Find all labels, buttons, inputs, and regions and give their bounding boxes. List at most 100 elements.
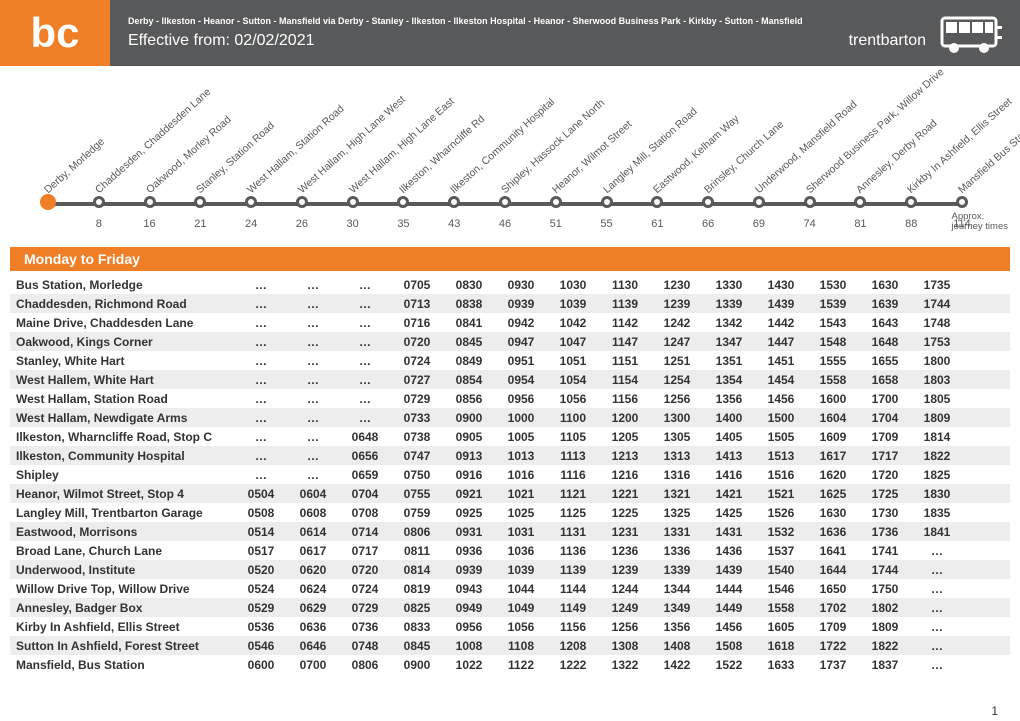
timetable-time-cell: 0949 — [443, 601, 495, 615]
timetable-time-cell: 1100 — [547, 411, 599, 425]
timetable-time-cell: 0806 — [391, 525, 443, 539]
timetable-time-cell: 1400 — [703, 411, 755, 425]
timetable-time-cell: 0916 — [443, 468, 495, 482]
timetable-time-cell: 1539 — [807, 297, 859, 311]
timetable-time-cell: 0520 — [235, 563, 287, 577]
timetable-time-cell: 1744 — [859, 563, 911, 577]
timetable-time-cell: 1720 — [859, 468, 911, 482]
timetable-time-cell: 1543 — [807, 316, 859, 330]
timetable-time-cell: 1244 — [599, 582, 651, 596]
timetable-time-cell: 1056 — [495, 620, 547, 634]
timetable-time-cell: 1005 — [495, 430, 547, 444]
timetable-time-cell: 1239 — [599, 563, 651, 577]
timetable-time-cell: 1449 — [703, 601, 755, 615]
stop-journey-time: 24 — [245, 218, 257, 230]
stop-dot — [245, 196, 257, 208]
timetable-time-cell: 0830 — [443, 278, 495, 292]
stop-label: West Hallam, Station Road — [245, 103, 347, 196]
header: bc Derby - Ilkeston - Heanor - Sutton - … — [0, 0, 1020, 66]
header-bar: Derby - Ilkeston - Heanor - Sutton - Man… — [110, 0, 1020, 66]
table-row: Ilkeston, Wharncliffe Road, Stop C……0648… — [10, 427, 1010, 446]
table-row: Underwood, Institute05200620072008140939… — [10, 560, 1010, 579]
stop-label: Langley Mill, Station Road — [601, 105, 700, 196]
timetable-time-cell: 1408 — [651, 639, 703, 653]
timetable-time-cell: 1113 — [547, 449, 599, 463]
stop-journey-time: 61 — [651, 218, 663, 230]
timetable-time-cell: 0838 — [443, 297, 495, 311]
timetable-time-cell: … — [911, 563, 963, 577]
timetable-time-cell: 1702 — [807, 601, 859, 615]
timetable-time-cell: 1722 — [807, 639, 859, 653]
timetable-time-cell: 1530 — [807, 278, 859, 292]
stop-journey-time: 21 — [194, 218, 206, 230]
timetable-time-cell: 1809 — [859, 620, 911, 634]
timetable-time-cell: 1644 — [807, 563, 859, 577]
timetable-time-cell: 1205 — [599, 430, 651, 444]
timetable-time-cell: 1139 — [599, 297, 651, 311]
timetable-time-cell: 0939 — [443, 563, 495, 577]
timetable-time-cell: 0900 — [391, 658, 443, 672]
timetable-time-cell: 1336 — [651, 544, 703, 558]
timetable-time-cell: 1254 — [651, 373, 703, 387]
timetable-time-cell: 0600 — [235, 658, 287, 672]
timetable-time-cell: 1221 — [599, 487, 651, 501]
timetable-time-cell: 0849 — [443, 354, 495, 368]
stop-dot — [702, 196, 714, 208]
timetable-time-cell: 1633 — [755, 658, 807, 672]
timetable-time-cell: 1704 — [859, 411, 911, 425]
timetable-time-cell: 1439 — [755, 297, 807, 311]
timetable-time-cell: 0806 — [339, 658, 391, 672]
stop-dot — [397, 196, 409, 208]
timetable-time-cell: … — [911, 544, 963, 558]
timetable-time-cell: 1356 — [703, 392, 755, 406]
timetable-stop-name: West Hallem, White Hart — [10, 373, 235, 387]
timetable-time-cell: 1447 — [755, 335, 807, 349]
timetable-stop-name: Ilkeston, Wharncliffe Road, Stop C — [10, 430, 235, 444]
timetable-time-cell: 1709 — [859, 430, 911, 444]
timetable-time-cell: 1213 — [599, 449, 651, 463]
stop-dot — [905, 196, 917, 208]
timetable-time-cell: 0925 — [443, 506, 495, 520]
timetable-time-cell: 1605 — [755, 620, 807, 634]
timetable-time-cell: 1809 — [911, 411, 963, 425]
stop-dot — [144, 196, 156, 208]
timetable-time-cell: 1130 — [599, 278, 651, 292]
timetable-time-cell: 1342 — [703, 316, 755, 330]
timetable-time-cell: 1216 — [599, 468, 651, 482]
timetable-time-cell: 1526 — [755, 506, 807, 520]
timetable-time-cell: 0714 — [339, 525, 391, 539]
timetable-time-cell: 0624 — [287, 582, 339, 596]
table-row: Sutton In Ashfield, Forest Street0546064… — [10, 636, 1010, 655]
timetable-time-cell: 1725 — [859, 487, 911, 501]
timetable-time-cell: 1456 — [703, 620, 755, 634]
stop-journey-time: 30 — [347, 218, 359, 230]
timetable-time-cell: 1800 — [911, 354, 963, 368]
timetable-time-cell: … — [287, 354, 339, 368]
table-row: Shipley……0659075009161016111612161316141… — [10, 465, 1010, 484]
timetable-time-cell: 1047 — [547, 335, 599, 349]
timetable-time-cell: 0943 — [443, 582, 495, 596]
timetable-time-cell: 1149 — [547, 601, 599, 615]
timetable-time-cell: 0856 — [443, 392, 495, 406]
timetable-time-cell: 1505 — [755, 430, 807, 444]
timetable-time-cell: 1500 — [755, 411, 807, 425]
timetable-time-cell: … — [287, 335, 339, 349]
table-row: Stanley, White Hart………072408490951105111… — [10, 351, 1010, 370]
timetable-time-cell: 1344 — [651, 582, 703, 596]
table-row: West Hallem, White Hart………07270854095410… — [10, 370, 1010, 389]
timetable-time-cell: 1431 — [703, 525, 755, 539]
timetable-time-cell: 1247 — [651, 335, 703, 349]
bus-icon — [940, 12, 1006, 54]
timetable-stop-name: Shipley — [10, 468, 235, 482]
timetable-time-cell: 1039 — [495, 563, 547, 577]
timetable-time-cell: … — [911, 658, 963, 672]
timetable-time-cell: 1136 — [547, 544, 599, 558]
timetable-time-cell: 1049 — [495, 601, 547, 615]
stop-dot — [448, 196, 460, 208]
stop-label: West Hallam, High Lane East — [347, 95, 457, 196]
timetable-time-cell: 1405 — [703, 430, 755, 444]
stop-dot — [601, 196, 613, 208]
timetable-time-cell: 0700 — [287, 658, 339, 672]
timetable-time-cell: 1442 — [755, 316, 807, 330]
timetable-time-cell: 0905 — [443, 430, 495, 444]
